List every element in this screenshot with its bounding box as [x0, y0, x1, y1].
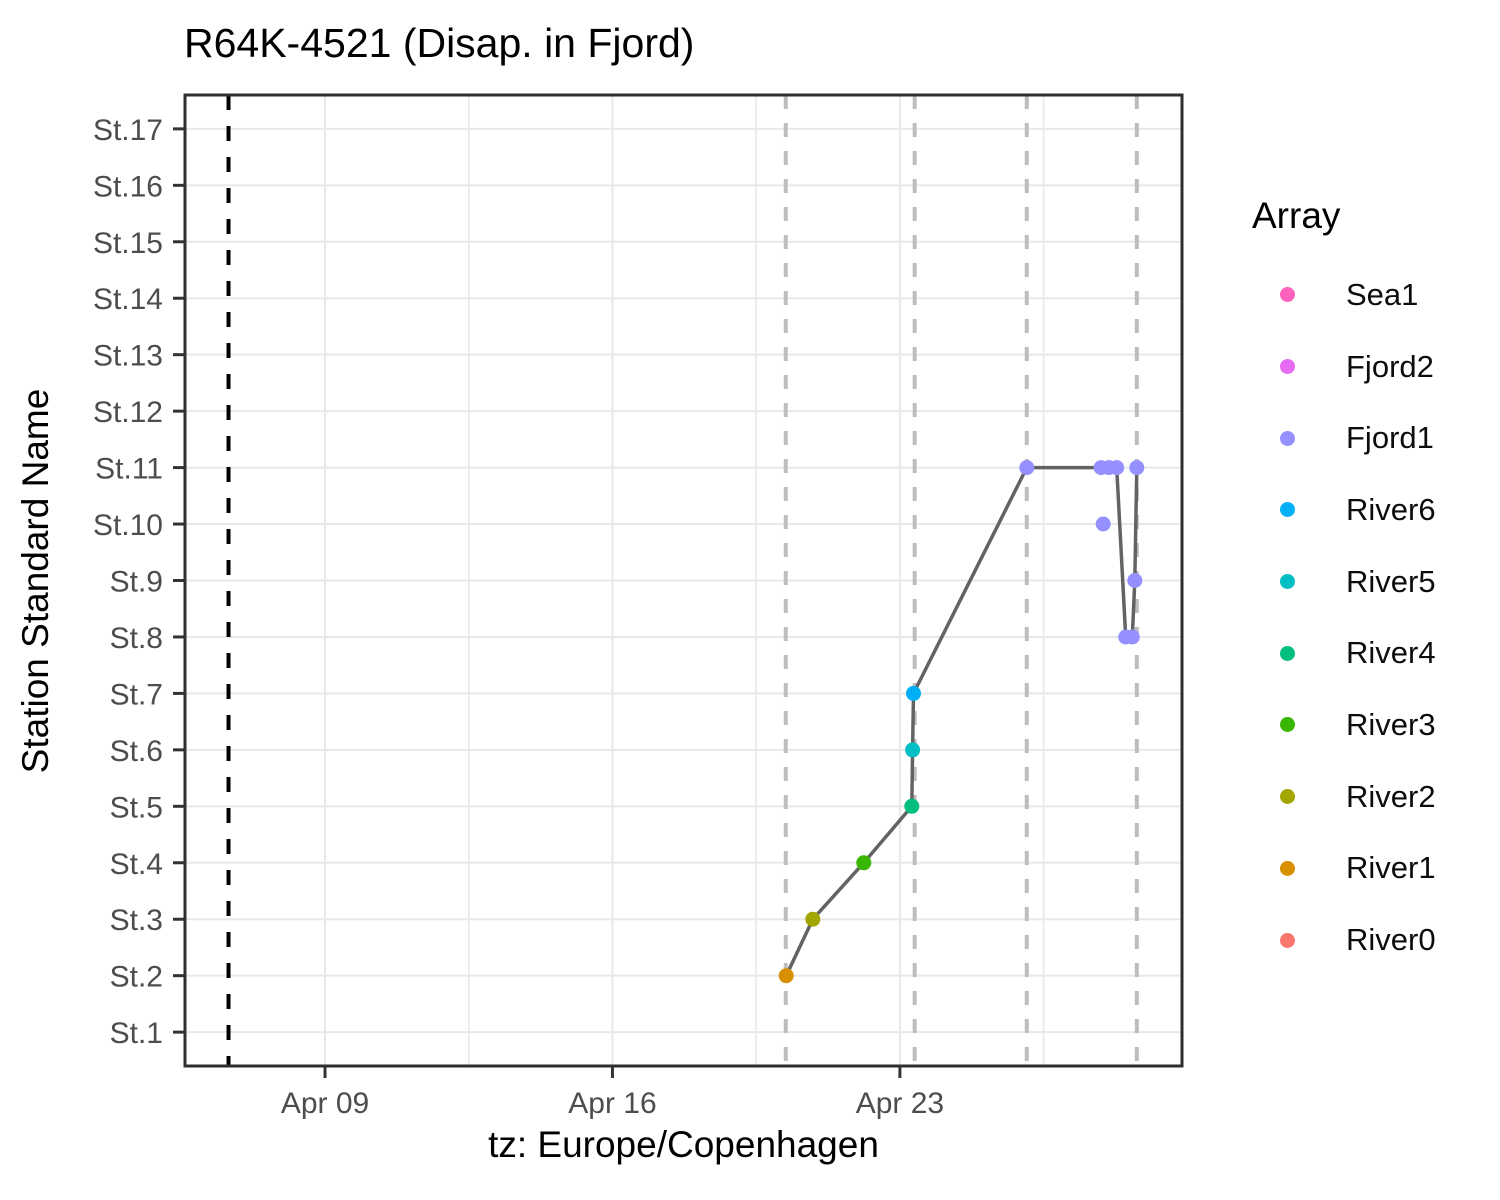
legend-color-dot-icon — [1280, 359, 1295, 375]
legend-color-dot-icon — [1280, 717, 1295, 733]
detection-point — [1095, 516, 1111, 532]
y-tick-label: St.14 — [93, 283, 163, 316]
y-tick-label: St.3 — [110, 904, 163, 937]
legend-color-dot-icon — [1280, 645, 1295, 661]
legend-entry: River5 — [1252, 546, 1497, 618]
x-axis-title: tz: Europe/Copenhagen — [488, 1124, 879, 1165]
legend-entry-label: River4 — [1346, 635, 1436, 671]
legend-entries: Sea1 Fjord2 Fjord1 River6 River5 River4 River3… — [1252, 259, 1497, 976]
y-tick-label: St.13 — [93, 340, 163, 373]
legend-entry: Fjord1 — [1252, 402, 1497, 474]
y-tick-label: St.2 — [110, 961, 163, 994]
legend-entry-label: River2 — [1346, 778, 1436, 814]
legend-color-dot-icon — [1280, 860, 1295, 876]
detection-point — [778, 968, 794, 984]
x-tick-label: Apr 09 — [281, 1087, 369, 1120]
x-tick-label: Apr 16 — [568, 1087, 656, 1120]
x-tick-label: Apr 23 — [856, 1087, 944, 1120]
detection-point — [904, 798, 920, 814]
y-tick-label: St.8 — [110, 622, 163, 655]
y-tick-label: St.5 — [110, 791, 163, 824]
legend-color-dot-icon — [1280, 287, 1295, 303]
detection-point — [906, 685, 921, 701]
detection-point — [805, 911, 821, 927]
y-tick-label: St.6 — [110, 735, 163, 768]
y-tick-label: St.10 — [93, 509, 163, 542]
legend-color-dot-icon — [1280, 574, 1295, 590]
legend-entry: River0 — [1252, 904, 1497, 976]
y-tick-label: St.12 — [93, 396, 163, 429]
detection-point — [856, 855, 872, 871]
detection-point — [905, 742, 921, 758]
legend-color-dot-icon — [1280, 430, 1295, 446]
legend-entry-label: River0 — [1346, 922, 1436, 958]
y-tick-label: St.11 — [95, 453, 163, 486]
detection-point — [1109, 460, 1125, 476]
legend-entry-label: River5 — [1346, 563, 1436, 599]
y-tick-label: St.17 — [93, 114, 163, 147]
y-tick-label: St.4 — [110, 848, 163, 881]
detection-point — [1129, 460, 1145, 476]
detection-point — [1019, 460, 1035, 476]
y-tick-label: St.16 — [93, 170, 163, 203]
y-tick-label: St.15 — [93, 227, 163, 260]
legend-entry-label: River6 — [1346, 491, 1436, 527]
legend-title: Array — [1252, 195, 1341, 236]
detection-point — [1124, 629, 1140, 645]
chart-title: R64K-4521 (Disap. in Fjord) — [184, 20, 695, 66]
legend-entry-label: Sea1 — [1346, 276, 1419, 312]
legend-entry: River1 — [1252, 833, 1497, 905]
legend-entry: River3 — [1252, 689, 1497, 761]
legend: Array Sea1 Fjord2 Fjord1 River6 River5 River4… — [1252, 194, 1497, 976]
legend-entry: River2 — [1252, 761, 1497, 833]
legend-entry-label: Fjord2 — [1346, 348, 1434, 384]
legend-entry: Fjord2 — [1252, 331, 1497, 403]
detection-point — [1127, 573, 1143, 588]
y-tick-label: St.7 — [110, 678, 163, 711]
legend-color-dot-icon — [1280, 789, 1295, 805]
legend-entry: River4 — [1252, 617, 1497, 689]
legend-color-dot-icon — [1280, 932, 1295, 948]
legend-entry: River6 — [1252, 474, 1497, 546]
y-tick-label: St.9 — [110, 566, 163, 599]
legend-entry-label: River3 — [1346, 706, 1436, 742]
y-tick-label: St.1 — [110, 1017, 163, 1050]
legend-entry-label: Fjord1 — [1346, 420, 1434, 456]
legend-entry: Sea1 — [1252, 259, 1497, 331]
legend-entry-label: River1 — [1346, 850, 1436, 886]
legend-color-dot-icon — [1280, 502, 1295, 518]
y-axis-title: Station Standard Name — [15, 388, 56, 774]
